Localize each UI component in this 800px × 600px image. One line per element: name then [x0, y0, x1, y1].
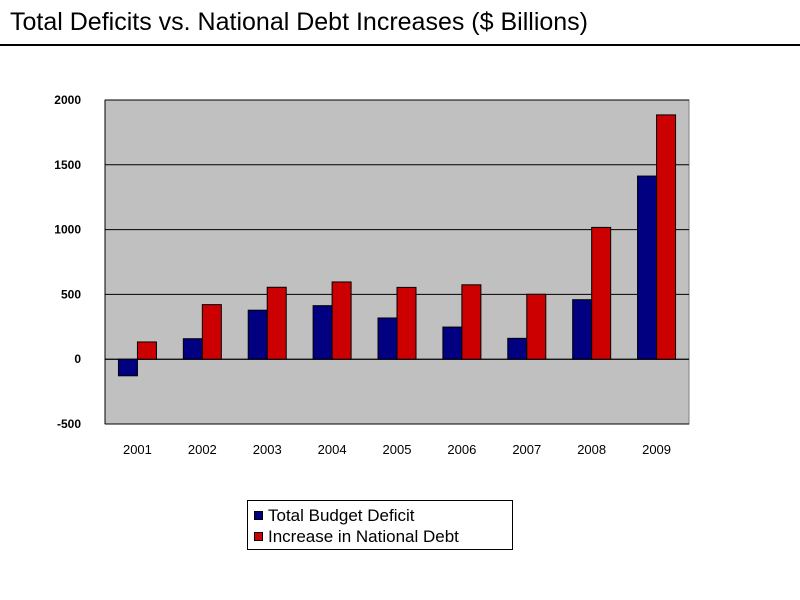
y-tick-label: 1000 — [54, 223, 81, 237]
legend-swatch-deficit — [254, 511, 263, 520]
y-tick-label: -500 — [57, 417, 81, 431]
x-category-label: 2004 — [318, 442, 347, 457]
x-category-label: 2007 — [512, 442, 541, 457]
y-tick-label: 500 — [61, 287, 81, 301]
bar-debt-2003 — [266, 286, 287, 360]
y-tick-label: 1500 — [54, 158, 81, 172]
legend-label-debt: Increase in National Debt — [268, 526, 459, 546]
bar-deficit-2005 — [377, 317, 398, 360]
y-tick-label: 0 — [74, 352, 81, 366]
bar-debt-2004 — [331, 281, 352, 360]
bar-debt-2001 — [136, 341, 157, 360]
bar-deficit-2007 — [507, 337, 528, 360]
x-category-label: 2001 — [123, 442, 152, 457]
bar-deficit-2001 — [117, 358, 138, 377]
bar-debt-2009 — [656, 114, 677, 360]
x-category-label: 2005 — [383, 442, 412, 457]
bar-deficit-2004 — [312, 305, 333, 360]
legend-swatch-debt — [254, 532, 263, 541]
legend-item-total-budget-deficit: Total Budget Deficit — [254, 505, 512, 526]
bar-debt-2007 — [526, 293, 547, 360]
title-divider — [0, 44, 800, 46]
legend-label-deficit: Total Budget Deficit — [268, 505, 415, 525]
y-tick-label: 2000 — [54, 93, 81, 107]
x-category-label: 2009 — [642, 442, 671, 457]
bar-deficit-2009 — [637, 175, 658, 360]
slide-title: Total Deficits vs. National Debt Increas… — [10, 8, 589, 36]
legend-item-increase-national-debt: Increase in National Debt — [254, 526, 512, 547]
bar-debt-2005 — [396, 286, 417, 360]
x-category-label: 2008 — [577, 442, 606, 457]
bar-debt-2006 — [461, 284, 482, 360]
bar-deficit-2008 — [572, 299, 593, 360]
x-category-label: 2002 — [188, 442, 217, 457]
bar-deficit-2006 — [442, 326, 463, 360]
chart-legend: Total Budget Deficit Increase in Nationa… — [247, 500, 513, 550]
x-category-label: 2006 — [447, 442, 476, 457]
bar-deficit-2003 — [247, 309, 268, 360]
bar-debt-2002 — [201, 304, 222, 360]
bar-debt-2008 — [591, 226, 612, 360]
x-category-label: 2003 — [253, 442, 282, 457]
bar-deficit-2002 — [182, 338, 203, 360]
